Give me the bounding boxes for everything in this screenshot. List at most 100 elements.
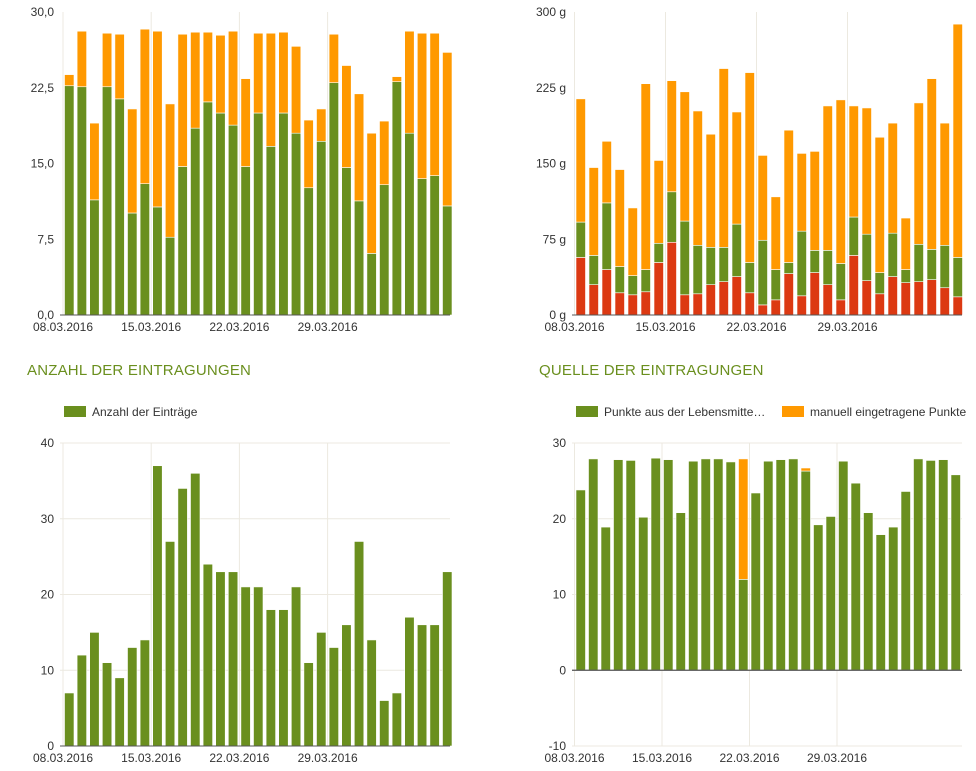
x-tick-label: 29.03.2016: [298, 751, 358, 765]
bar-segment: [265, 609, 276, 747]
bar-segment: [391, 692, 402, 747]
bar-segment: [725, 461, 736, 671]
x-tick-label: 15.03.2016: [632, 751, 692, 765]
bar-segment: [850, 482, 861, 671]
bar-segment: [887, 276, 898, 316]
x-tick-label: 29.03.2016: [807, 751, 867, 765]
bar-segment: [303, 662, 314, 747]
bar-segment: [731, 111, 742, 225]
bar-segment: [215, 112, 226, 316]
bar-segment: [265, 146, 276, 316]
bar-segment: [600, 526, 611, 671]
bar-segment: [783, 129, 794, 263]
y-tick-label: 0: [47, 739, 54, 753]
bar-segment: [316, 108, 327, 142]
bar-segment: [240, 586, 251, 747]
bar-segment: [705, 133, 716, 248]
bar-segment: [316, 140, 327, 316]
bar-segment: [165, 103, 176, 238]
bar-segment: [874, 136, 885, 273]
bar-segment: [926, 78, 937, 250]
bar-segment: [114, 677, 125, 747]
bar-segment: [640, 269, 651, 293]
bar-segment: [913, 281, 924, 316]
bar-segment: [341, 65, 352, 168]
bar-segment: [139, 28, 150, 184]
x-tick-label: 15.03.2016: [121, 751, 181, 765]
legend-label: manuell eingetragene Punkte: [810, 405, 966, 419]
bar-segment: [114, 33, 125, 100]
bar-segment: [813, 524, 824, 671]
bar-segment: [926, 249, 937, 280]
bar-segment: [925, 460, 936, 671]
bar-segment: [588, 458, 599, 671]
x-tick-label: 15.03.2016: [635, 320, 695, 334]
bar-segment: [679, 294, 690, 316]
bar-segment: [190, 127, 201, 316]
y-tick-label: 10: [553, 588, 567, 602]
y-tick-label: 300 g: [536, 5, 566, 19]
bar-segment: [750, 492, 761, 671]
bar-segment: [152, 465, 163, 747]
bar-segment: [303, 187, 314, 316]
bar-segment: [861, 280, 872, 316]
bar-segment: [744, 262, 755, 294]
bar-segment: [127, 108, 138, 214]
bar-segment: [788, 458, 799, 671]
bar-segment: [240, 166, 251, 316]
bar-segment: [290, 132, 302, 316]
bar-segment: [825, 516, 836, 671]
bar-segment: [614, 266, 625, 294]
bar-segment: [796, 153, 807, 232]
y-tick-label: 20: [553, 512, 567, 526]
bar-segment: [627, 207, 638, 276]
bar-segment: [796, 230, 807, 297]
bar-segment: [366, 639, 377, 747]
bar-segment: [588, 167, 599, 256]
bar-segment: [613, 459, 624, 671]
bar-segment: [838, 460, 849, 671]
y-tick-label: 10: [41, 663, 55, 677]
bar-segment: [575, 98, 586, 223]
source-chart: -10 0 10 20 30 08.03.2016 15.03.2016 22.03.2016…: [544, 405, 966, 765]
bar-segment: [316, 632, 327, 747]
bar-segment: [835, 263, 846, 301]
bar-segment: [442, 205, 453, 316]
bar-segment: [770, 269, 781, 301]
bar-segment: [575, 257, 586, 316]
bar-segment: [757, 304, 768, 316]
bar-segment: [416, 624, 428, 747]
points-chart: 0,0 7,5 15,0 22,5 30,0 08.03.2016 15.03.2016 22…: [31, 5, 453, 334]
bar-segment: [353, 200, 365, 316]
bar-segment: [822, 250, 833, 286]
x-tick-label: 22.03.2016: [726, 320, 786, 334]
bar-segment: [744, 292, 755, 316]
x-tick-label: 08.03.2016: [544, 751, 604, 765]
bar-segment: [688, 460, 699, 671]
bar-segment: [328, 647, 339, 747]
bar-segment: [900, 282, 911, 316]
bar-segment: [114, 98, 125, 316]
bar-segment: [190, 31, 201, 129]
bar-segment: [404, 132, 415, 316]
x-tick-label: 29.03.2016: [817, 320, 877, 334]
bar-segment: [366, 132, 377, 254]
legend-swatch: [64, 406, 86, 417]
bar-segment: [627, 275, 638, 296]
bar-segment: [848, 255, 859, 316]
bar-segment: [952, 296, 963, 316]
bar-segment: [738, 579, 749, 671]
bar-segment: [290, 586, 302, 747]
x-tick-label: 08.03.2016: [544, 320, 604, 334]
section-title-entries: ANZAHL DER EINTRAGUNGEN: [27, 362, 251, 379]
bar-segment: [177, 33, 188, 167]
bar-segment: [952, 23, 963, 258]
bar-segment: [700, 458, 711, 671]
bar-segment: [809, 250, 820, 273]
bar-segment: [303, 119, 314, 189]
bar-segment: [429, 175, 440, 316]
y-tick-label: 0: [559, 663, 566, 677]
bar-segment: [650, 457, 661, 671]
bar-segment: [177, 488, 188, 747]
bar-segment: [705, 247, 716, 286]
